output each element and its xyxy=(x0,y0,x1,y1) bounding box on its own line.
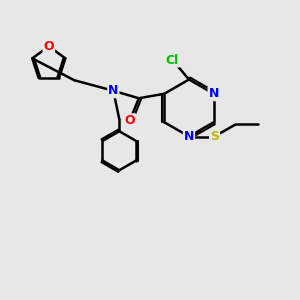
Text: O: O xyxy=(124,114,135,127)
Text: Cl: Cl xyxy=(166,53,179,67)
Text: S: S xyxy=(210,130,219,143)
Text: O: O xyxy=(44,40,54,53)
Text: N: N xyxy=(184,130,194,143)
Text: N: N xyxy=(108,84,119,97)
Text: N: N xyxy=(208,87,219,100)
